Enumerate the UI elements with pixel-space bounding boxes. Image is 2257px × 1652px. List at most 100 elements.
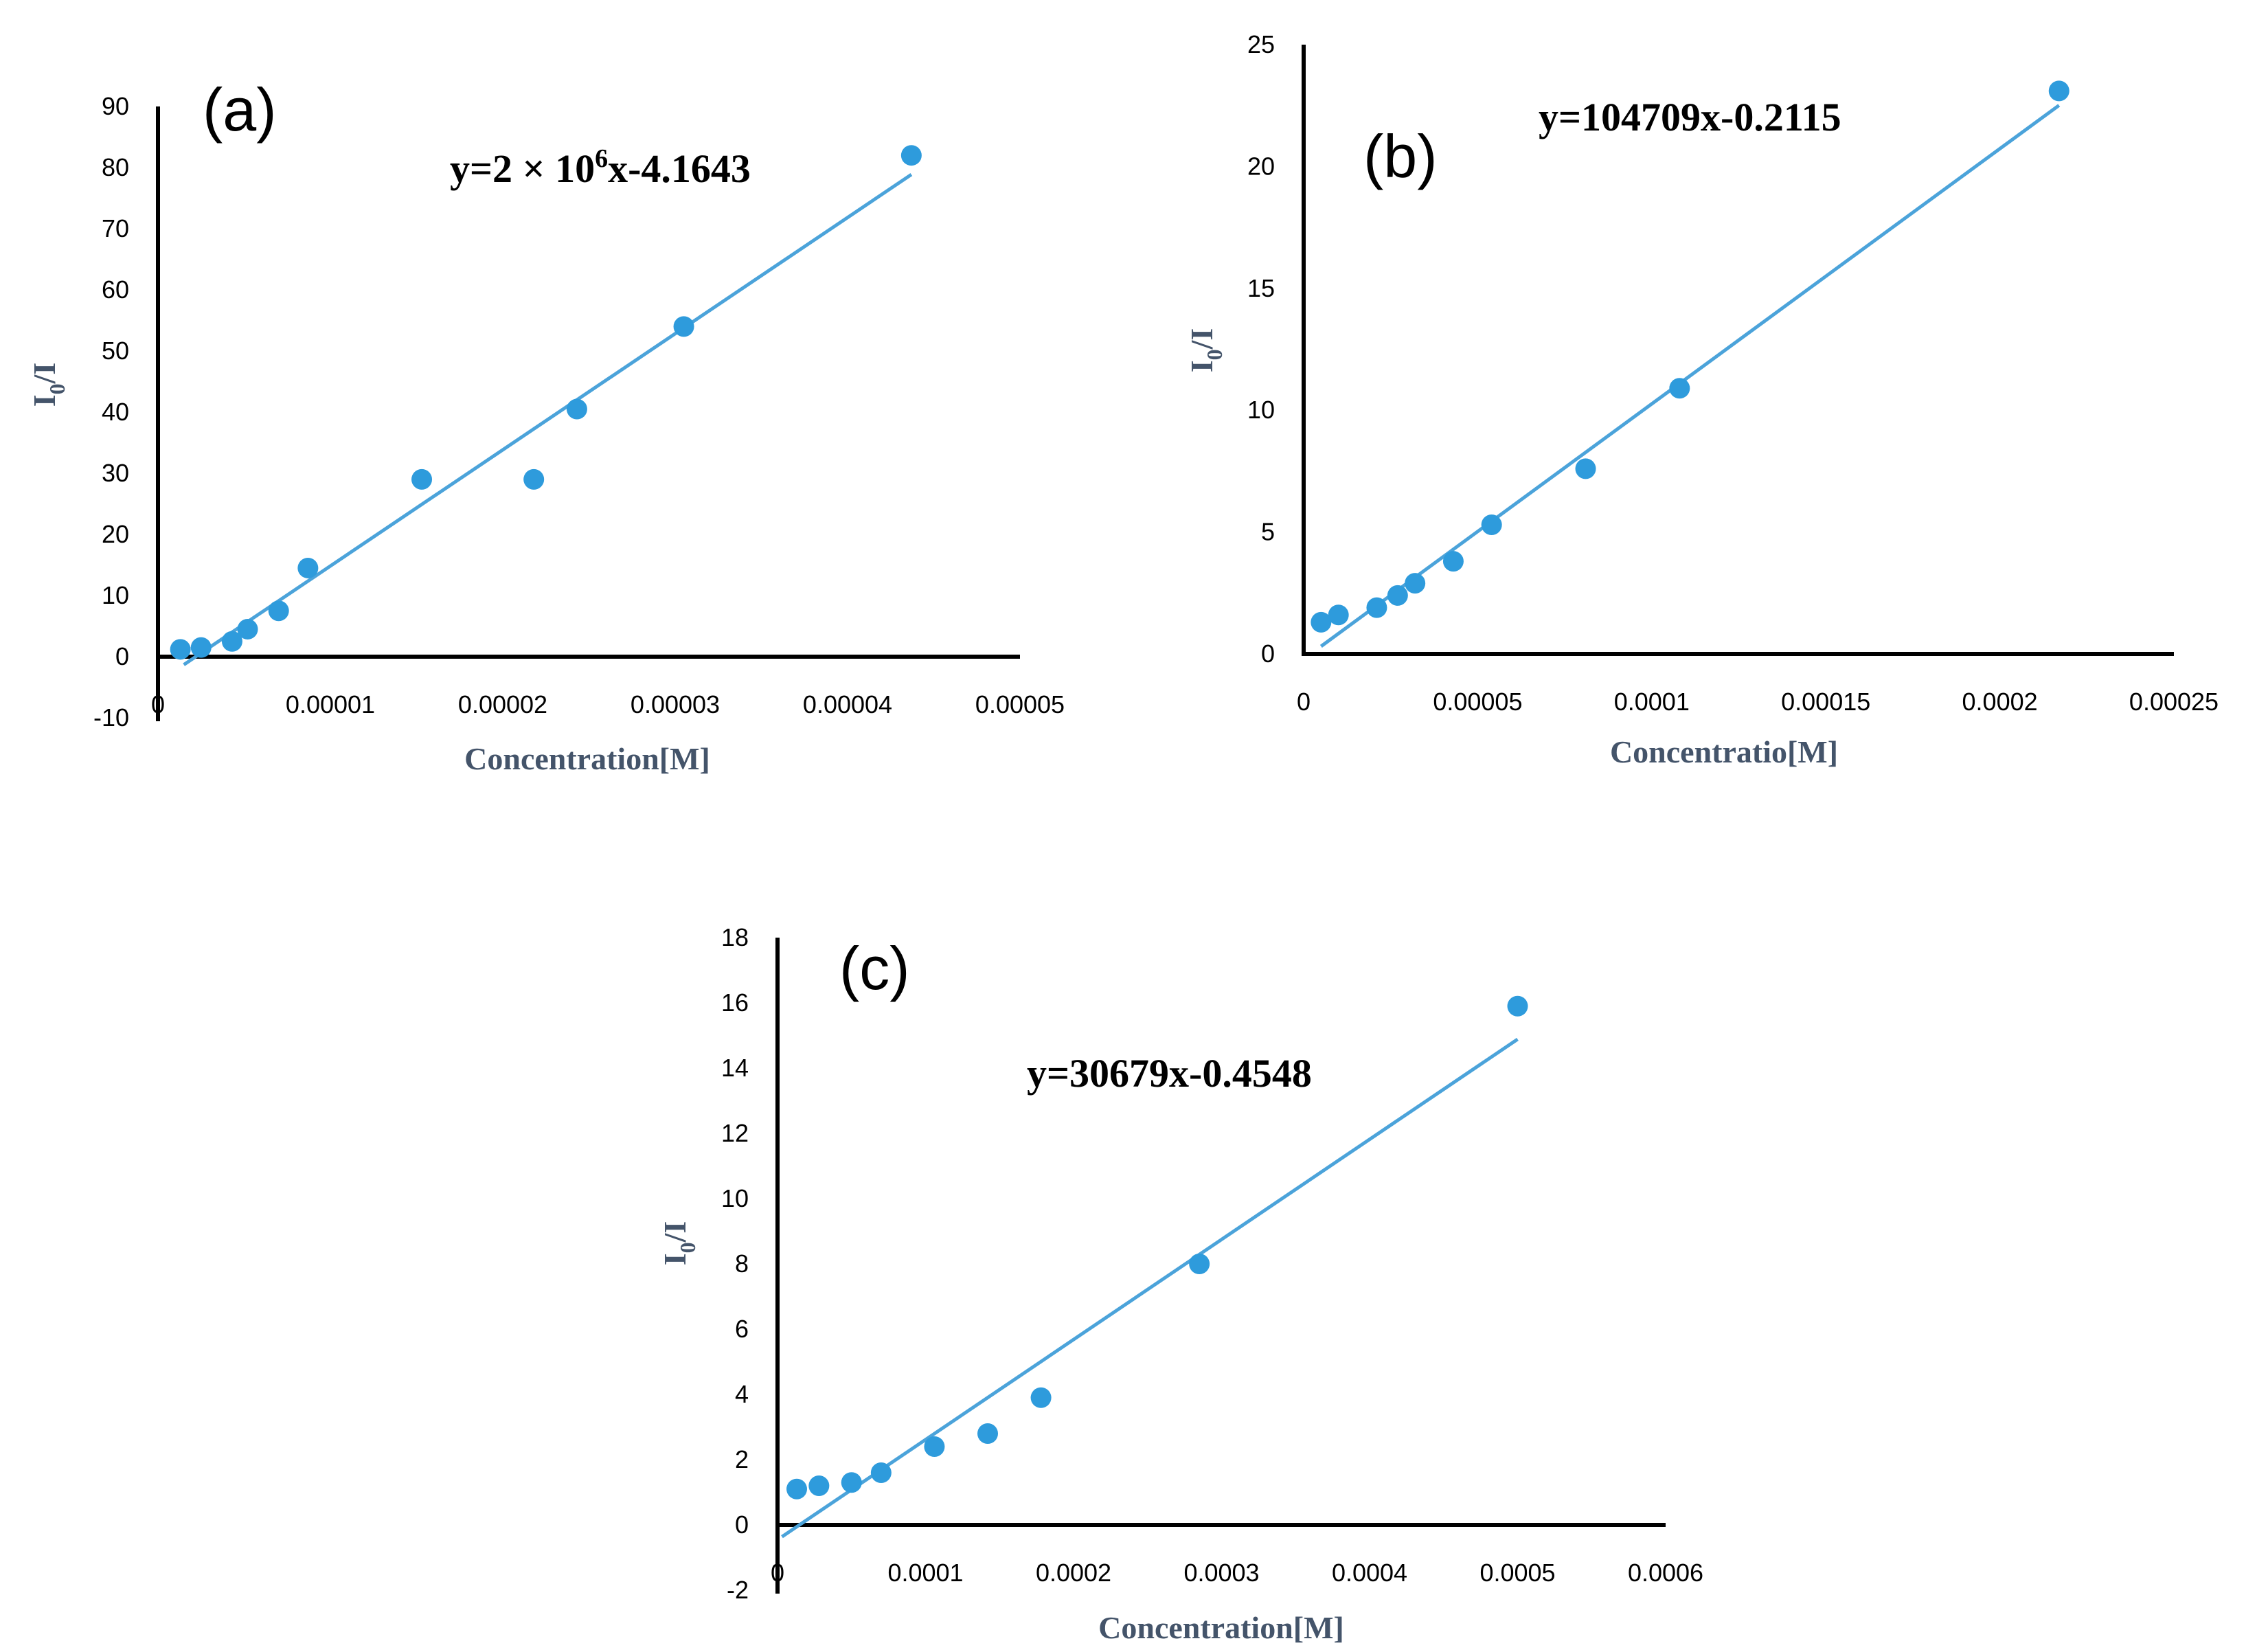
data-point	[808, 1475, 830, 1496]
x-tick-label: 0.0006	[1628, 1559, 1703, 1587]
y-tick-label: 4	[735, 1380, 749, 1408]
y-tick-label: 6	[735, 1315, 749, 1343]
y-tick-label: 0	[1261, 640, 1275, 668]
data-point	[190, 637, 212, 658]
y-tick-label: -10	[93, 703, 129, 732]
y-label-subscript: 0	[45, 383, 69, 394]
x-tick-label: 0	[151, 690, 165, 718]
data-point	[1405, 573, 1426, 594]
x-tick-label: 0.00004	[803, 690, 892, 718]
y-label-main: I	[657, 1253, 692, 1265]
y-label-subscript: 0	[675, 1242, 700, 1253]
x-tick-label: 0.0003	[1183, 1559, 1259, 1587]
equation-exponent: 6	[595, 144, 608, 173]
x-tick-label: 0.00005	[975, 690, 1065, 718]
data-point	[170, 639, 191, 660]
y-tick-label: 90	[102, 92, 129, 120]
x-axis-label: Concentration[M]	[464, 741, 710, 776]
panel-label: (a)	[203, 76, 277, 144]
y-tick-label: 10	[721, 1184, 749, 1212]
x-tick-label: 0	[771, 1559, 784, 1587]
y-tick-label: 40	[102, 398, 129, 426]
y-tick-label: 8	[735, 1249, 749, 1278]
data-point	[268, 600, 289, 622]
data-point	[1328, 604, 1349, 626]
data-point	[924, 1436, 945, 1457]
trend-line	[781, 1037, 1519, 1539]
data-point	[566, 398, 587, 420]
x-tick-label: 0	[1297, 688, 1311, 716]
x-tick-label: 0.0002	[1962, 688, 2038, 716]
y-tick-label: 14	[721, 1054, 749, 1082]
x-tick-label: 0.00005	[1433, 688, 1522, 716]
y-tick-label: 10	[1247, 396, 1275, 424]
x-tick-label: 0.00003	[631, 690, 720, 718]
y-tick-label: 15	[1247, 274, 1275, 302]
y-label-rest: /I	[657, 1221, 692, 1243]
x-tick-label: 0.00002	[458, 690, 547, 718]
chart-panel-b: 0 5 10 15 20 25 0 0.00005 0.0001 0.00015 0.0002 0.0…	[1184, 30, 2219, 769]
y-tick-label: 2	[735, 1445, 749, 1473]
regression-equation: y=30679x-0.4548	[1027, 1051, 1312, 1096]
y-label-rest: /I	[1184, 328, 1219, 350]
y-tick-label: 18	[721, 923, 749, 951]
y-tick-label: 80	[102, 153, 129, 181]
y-tick-label: 50	[102, 337, 129, 365]
y-tick-label: 12	[721, 1119, 749, 1147]
regression-equation: y=104709x-0.2115	[1539, 95, 1841, 139]
data-point	[870, 1462, 892, 1483]
trend-line	[1319, 104, 2061, 648]
data-point	[297, 557, 319, 578]
x-tick-label: 0.0001	[1614, 688, 1690, 716]
x-tick-label: 0.0004	[1332, 1559, 1407, 1587]
x-tick-label: 0.0002	[1036, 1559, 1111, 1587]
y-tick-label: 0	[735, 1510, 749, 1539]
y-tick-label: 30	[102, 459, 129, 487]
data-point	[1030, 1387, 1052, 1408]
x-tick-label: 0.00001	[286, 690, 375, 718]
chart-panel-c: -2 0 2 4 6 8 10 12 14 16 18 0 0.0001 0.0002 0.0003 0.00…	[657, 923, 1703, 1645]
y-label-main: I	[27, 394, 62, 407]
equation-main: y=2 × 10	[450, 146, 595, 191]
equation-main: y=104709x-0.2115	[1539, 95, 1841, 139]
x-tick-label: 0.0001	[887, 1559, 963, 1587]
data-point	[841, 1472, 862, 1493]
equation-suffix: x-4.1643	[608, 146, 751, 191]
equation-main: y=30679x-0.4548	[1027, 1051, 1312, 1096]
data-point	[523, 468, 545, 490]
y-label-rest: /I	[27, 363, 62, 385]
data-point	[221, 631, 242, 652]
y-axis-label: I0/I	[1184, 328, 1227, 373]
data-point	[237, 618, 258, 640]
data-point	[786, 1478, 808, 1500]
data-point	[1507, 995, 1528, 1017]
data-point	[1387, 585, 1408, 606]
x-axis-label: Concentratio[M]	[1610, 734, 1838, 769]
panel-label: (b)	[1363, 122, 1438, 190]
y-tick-label: 60	[102, 275, 129, 304]
panel-label: (c)	[839, 934, 910, 1002]
data-point	[1189, 1254, 1210, 1274]
trend-line	[183, 173, 913, 666]
y-axis-label: I0/I	[657, 1221, 700, 1266]
y-label-subscript: 0	[1202, 349, 1227, 360]
data-point	[2048, 80, 2069, 102]
y-tick-label: 25	[1247, 30, 1275, 58]
data-point	[673, 316, 694, 337]
y-tick-label: 10	[102, 581, 129, 609]
data-point	[1575, 458, 1596, 479]
data-point	[1311, 611, 1332, 633]
data-point	[1366, 597, 1387, 618]
data-point	[900, 145, 922, 166]
x-axis-label: Concentration[M]	[1098, 1610, 1344, 1645]
y-axis-label: I0/I	[27, 363, 69, 407]
y-tick-label: 5	[1261, 518, 1275, 546]
data-point	[1442, 551, 1464, 572]
y-label-main: I	[1184, 360, 1219, 372]
data-point	[1669, 378, 1690, 399]
regression-equation: y=2 × 106x-4.1643	[450, 144, 751, 191]
data-point	[411, 468, 433, 490]
y-tick-label: 70	[102, 214, 129, 242]
